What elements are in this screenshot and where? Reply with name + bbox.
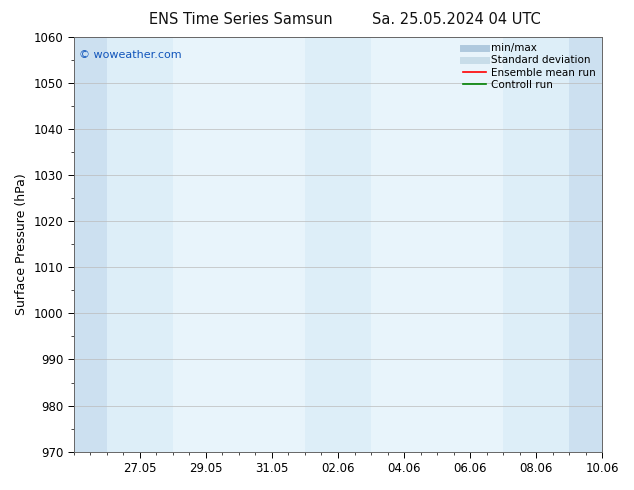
Text: ENS Time Series Samsun: ENS Time Series Samsun — [149, 12, 333, 27]
Bar — [503, 37, 569, 452]
Bar — [371, 37, 503, 452]
Text: Sa. 25.05.2024 04 UTC: Sa. 25.05.2024 04 UTC — [372, 12, 541, 27]
Text: © woweather.com: © woweather.com — [79, 49, 181, 60]
Bar — [173, 37, 305, 452]
Bar — [107, 37, 173, 452]
Bar — [74, 37, 107, 452]
Bar — [569, 37, 602, 452]
Bar — [305, 37, 371, 452]
Y-axis label: Surface Pressure (hPa): Surface Pressure (hPa) — [15, 173, 28, 315]
Legend: min/max, Standard deviation, Ensemble mean run, Controll run: min/max, Standard deviation, Ensemble me… — [460, 40, 599, 93]
